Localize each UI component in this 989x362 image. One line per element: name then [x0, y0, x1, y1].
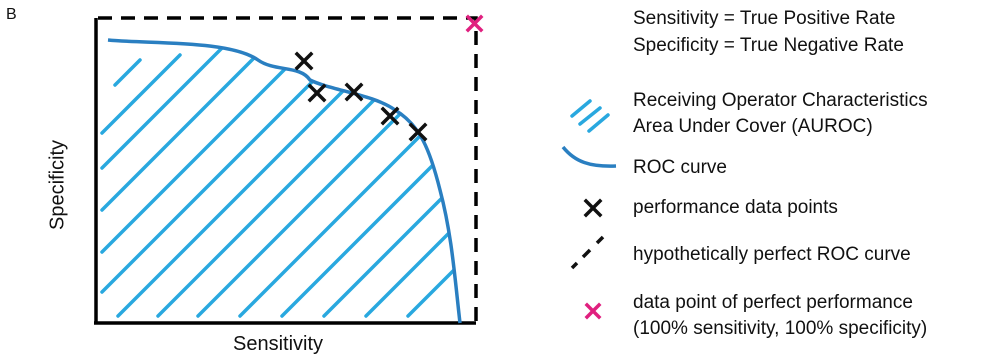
y-axis-label: Specificity	[46, 139, 69, 231]
cross-legend-icon	[583, 198, 603, 218]
data-point-4	[380, 106, 400, 126]
x-axis-label: Sensitivity	[233, 333, 324, 355]
data-point-2	[307, 83, 327, 103]
auroc-hatch-area	[100, 40, 460, 318]
data-point-3	[344, 82, 364, 102]
legend-perfect-point-line-1: data point of perfect performance	[633, 292, 913, 313]
definition-specificity: Specificity = True Negative Rate	[633, 35, 904, 56]
legend-data-points-label: performance data points	[633, 197, 838, 218]
perfect-performance-point	[465, 14, 484, 33]
data-point-5	[408, 122, 428, 142]
definition-sensitivity: Sensitivity = True Positive Rate	[633, 8, 896, 29]
hatch-legend-icon	[570, 99, 610, 133]
legend-auroc-label: Receiving Operator Characteristics Area …	[633, 88, 928, 140]
curve-legend-icon	[561, 145, 617, 168]
panel-label: B	[6, 6, 17, 23]
legend-auroc-line-2: Area Under Cover (AUROC)	[633, 116, 873, 137]
perfect-roc-curve	[98, 16, 478, 323]
legend-perfect-point-label: data point of perfect performance (100% …	[633, 290, 927, 342]
legend-perfect-curve-label: hypothetically perfect ROC curve	[633, 244, 911, 265]
legend-perfect-point-line-2: (100% sensitivity, 100% specificity)	[633, 318, 928, 339]
roc-curve	[107, 38, 462, 324]
legend-auroc-line-1: Receiving Operator Characteristics	[633, 90, 928, 111]
legend-roc-curve-label: ROC curve	[633, 157, 727, 178]
data-point-1	[294, 51, 314, 71]
dashed-line-legend-icon	[570, 235, 605, 270]
pink-cross-legend-icon	[584, 302, 602, 320]
